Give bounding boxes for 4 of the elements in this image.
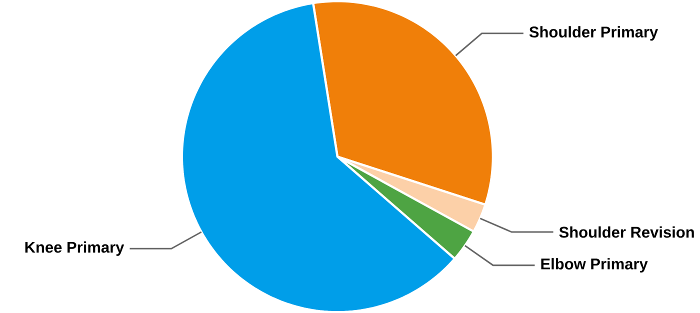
slice-label: Elbow Primary <box>541 258 648 272</box>
slice-label: Shoulder Revision <box>559 226 694 238</box>
slice-label: Shoulder Primary <box>529 26 658 40</box>
slice-label: Knee Primary <box>25 241 124 256</box>
